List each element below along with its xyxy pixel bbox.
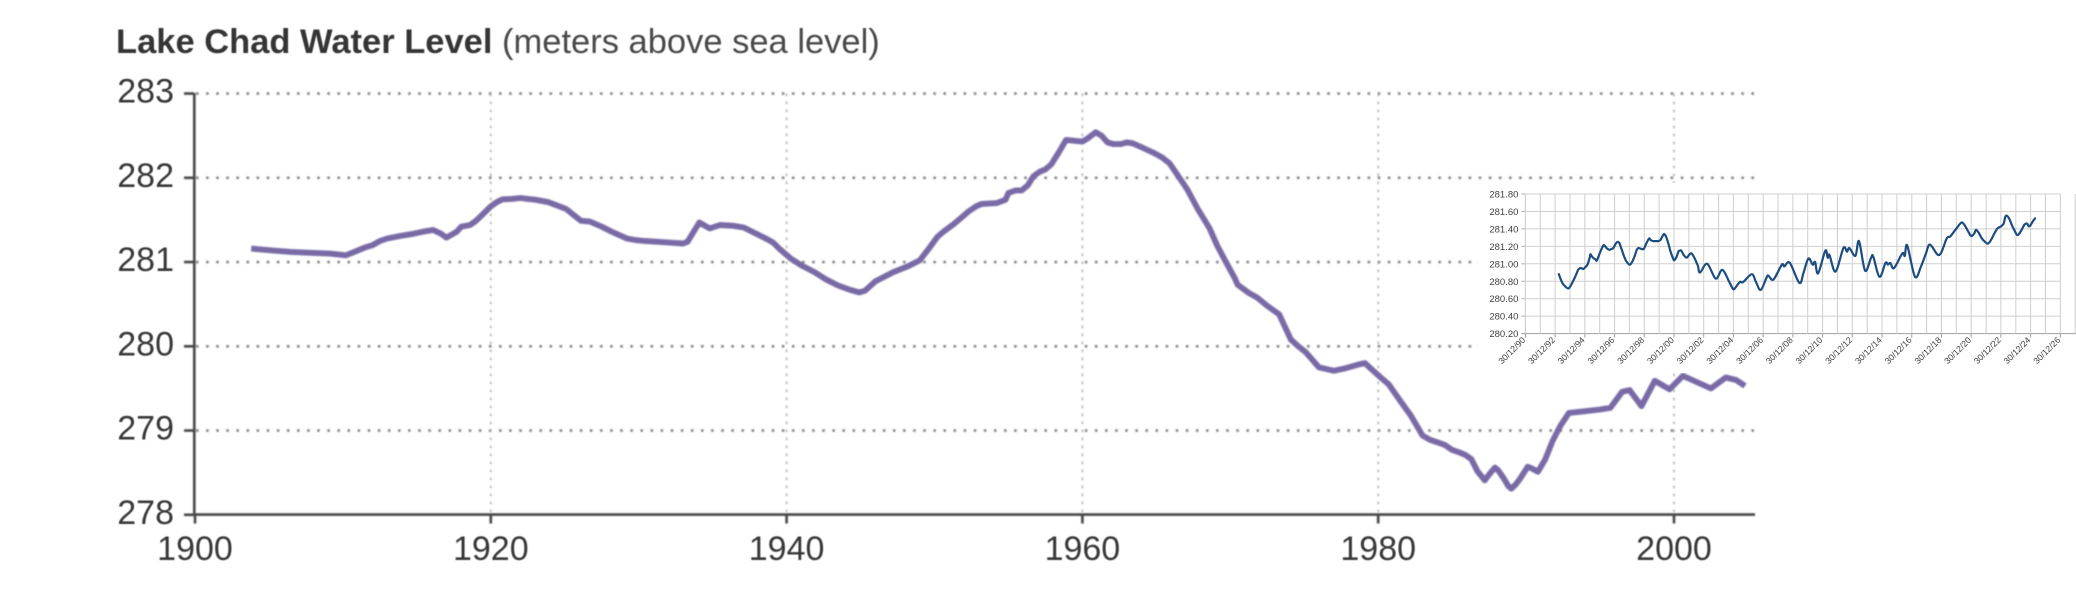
svg-text:278: 278 xyxy=(117,494,174,532)
svg-text:281: 281 xyxy=(117,241,174,279)
svg-text:2000: 2000 xyxy=(1636,530,1712,568)
svg-text:1920: 1920 xyxy=(453,530,529,568)
svg-text:280.60: 280.60 xyxy=(1489,294,1518,305)
svg-text:280.40: 280.40 xyxy=(1489,312,1518,323)
svg-text:279: 279 xyxy=(117,410,174,448)
svg-text:282: 282 xyxy=(117,157,174,195)
svg-text:283: 283 xyxy=(117,73,174,111)
svg-text:280.80: 280.80 xyxy=(1489,277,1518,288)
svg-text:281.20: 281.20 xyxy=(1489,242,1518,253)
svg-text:280.20: 280.20 xyxy=(1489,329,1518,340)
svg-text:281.80: 281.80 xyxy=(1489,190,1518,201)
svg-text:281.40: 281.40 xyxy=(1489,224,1518,235)
svg-text:281.00: 281.00 xyxy=(1489,259,1518,270)
svg-text:1960: 1960 xyxy=(1045,530,1121,568)
svg-text:1940: 1940 xyxy=(749,530,825,568)
svg-text:1900: 1900 xyxy=(157,530,233,568)
svg-text:1980: 1980 xyxy=(1340,530,1416,568)
svg-text:Lake Chad Water Level (meters: Lake Chad Water Level (meters above sea … xyxy=(116,23,880,61)
svg-text:280: 280 xyxy=(117,325,174,363)
svg-text:281.60: 281.60 xyxy=(1489,207,1518,218)
